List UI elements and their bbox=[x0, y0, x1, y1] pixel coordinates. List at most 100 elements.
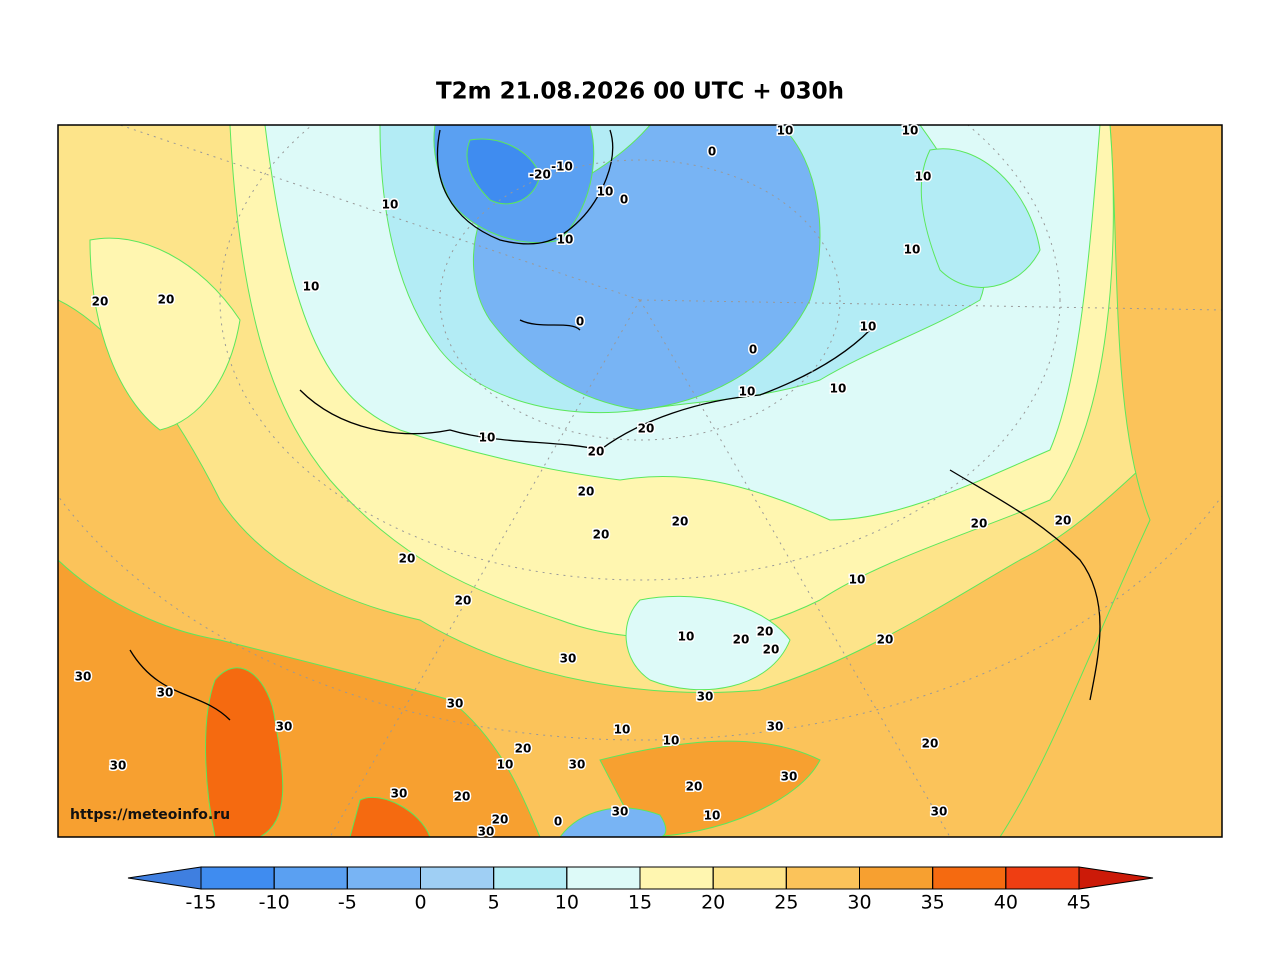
contour-label: 20 bbox=[515, 742, 532, 756]
colorbar-tick-label: 15 bbox=[628, 892, 652, 914]
contour-label: 20 bbox=[686, 780, 703, 794]
contour-label: 30 bbox=[697, 690, 714, 704]
colorbar-tick-label: 30 bbox=[847, 892, 871, 914]
contour-label: 0 bbox=[576, 315, 584, 329]
contour-label: 30 bbox=[276, 720, 293, 734]
contour-label: 30 bbox=[569, 758, 586, 772]
temperature-region bbox=[58, 559, 541, 837]
contour-label: 10 bbox=[303, 280, 320, 294]
contour-label: -10 bbox=[551, 160, 573, 174]
contour-label: 10 bbox=[663, 734, 680, 748]
contour-label: 20 bbox=[971, 517, 988, 531]
colorbar-bin bbox=[566, 866, 641, 890]
contour-label: 30 bbox=[157, 686, 174, 700]
colorbar-bin bbox=[493, 866, 568, 890]
temperature-region bbox=[625, 595, 791, 691]
contour-label: 0 bbox=[749, 343, 757, 357]
contour-label: 20 bbox=[578, 485, 595, 499]
contour-label: 20 bbox=[757, 625, 774, 639]
watermark: https://meteoinfo.ru bbox=[70, 807, 230, 823]
contour-label: 30 bbox=[110, 759, 127, 773]
contour-label: 30 bbox=[560, 652, 577, 666]
contour-label: 10 bbox=[614, 723, 631, 737]
contour-label: 10 bbox=[830, 382, 847, 396]
contour-label: 10 bbox=[678, 630, 695, 644]
colorbar-tick-label: 5 bbox=[488, 892, 500, 914]
coastlines bbox=[129, 129, 1101, 721]
contour-label: 20 bbox=[672, 515, 689, 529]
colorbar-tick-label: -5 bbox=[338, 892, 357, 914]
contour-label: 10 bbox=[479, 431, 496, 445]
contour-label: 20 bbox=[158, 293, 175, 307]
map-frame bbox=[57, 124, 1223, 838]
colorbar-tick-label: 40 bbox=[994, 892, 1018, 914]
graticule bbox=[58, 125, 1222, 837]
temperature-region bbox=[205, 667, 284, 837]
contour-label: 10 bbox=[704, 809, 721, 823]
map-title: T2m 21.08.2026 00 UTC + 030h bbox=[436, 79, 844, 105]
colorbar-tick-label: -15 bbox=[185, 892, 216, 914]
contour-label: 30 bbox=[478, 825, 495, 839]
colorbar-bin bbox=[420, 866, 495, 890]
contour-label: 10 bbox=[739, 385, 756, 399]
contour-label: 20 bbox=[92, 295, 109, 309]
contour-label: 10 bbox=[902, 124, 919, 138]
colorbar-bin bbox=[785, 866, 860, 890]
contour-label: 10 bbox=[915, 170, 932, 184]
temperature-region bbox=[920, 148, 1041, 288]
contour-label: 20 bbox=[638, 422, 655, 436]
colorbar-bin bbox=[273, 866, 348, 890]
contour-label: 20 bbox=[455, 594, 472, 608]
colorbar-tick-label: 20 bbox=[701, 892, 725, 914]
contour-label: 30 bbox=[612, 805, 629, 819]
colorbar-bin bbox=[859, 866, 934, 890]
contour-label: 0 bbox=[620, 193, 628, 207]
contour-label: -20 bbox=[529, 168, 551, 182]
contour-label: 10 bbox=[860, 320, 877, 334]
contour-label: 30 bbox=[767, 720, 784, 734]
contour-label: 30 bbox=[391, 787, 408, 801]
colorbar-under bbox=[127, 866, 202, 890]
contour-label: 10 bbox=[777, 124, 794, 138]
temperature-region bbox=[999, 125, 1222, 837]
contour-label: 20 bbox=[922, 737, 939, 751]
colorbar-bin bbox=[712, 866, 787, 890]
contour-label: 10 bbox=[904, 243, 921, 257]
contour-label: 10 bbox=[382, 198, 399, 212]
contour-label: 20 bbox=[454, 790, 471, 804]
colorbar-tick-label: -10 bbox=[259, 892, 290, 914]
contour-label: 0 bbox=[554, 815, 562, 829]
contour-label: 30 bbox=[781, 770, 798, 784]
temperature-region bbox=[559, 807, 667, 837]
contour-label: 20 bbox=[588, 445, 605, 459]
contour-label: 20 bbox=[877, 633, 894, 647]
contour-label: 30 bbox=[75, 670, 92, 684]
colorbar-tick-label: 10 bbox=[555, 892, 579, 914]
contour-label: 10 bbox=[597, 185, 614, 199]
contour-label: 20 bbox=[492, 813, 509, 827]
contour-label: 20 bbox=[1055, 514, 1072, 528]
contour-label: 10 bbox=[497, 758, 514, 772]
colorbar-tick-label: 0 bbox=[414, 892, 426, 914]
colorbar-bin bbox=[200, 866, 275, 890]
colorbar: -15 -10 -5 0 5 10 15 20 25 30 35 40 45 bbox=[127, 866, 1154, 914]
colorbar-bin bbox=[346, 866, 422, 890]
colorbar-tick-label: 45 bbox=[1067, 892, 1091, 914]
temperature-region bbox=[466, 138, 541, 205]
colorbar-tick-label: 25 bbox=[774, 892, 798, 914]
colorbar-bin bbox=[639, 866, 714, 890]
colorbar-bin bbox=[932, 866, 1007, 890]
contour-label: 30 bbox=[447, 697, 464, 711]
contour-label: 20 bbox=[733, 633, 750, 647]
temperature-region bbox=[89, 237, 241, 431]
contour-label: 20 bbox=[399, 552, 416, 566]
contour-label: 20 bbox=[763, 643, 780, 657]
contour-label: 30 bbox=[931, 805, 948, 819]
contour-label: 20 bbox=[593, 528, 610, 542]
contour-label: 10 bbox=[849, 573, 866, 587]
map-area bbox=[58, 125, 1222, 837]
colorbar-over bbox=[1078, 866, 1154, 890]
contour-label: 10 bbox=[557, 233, 574, 247]
contour-label: 0 bbox=[708, 145, 716, 159]
